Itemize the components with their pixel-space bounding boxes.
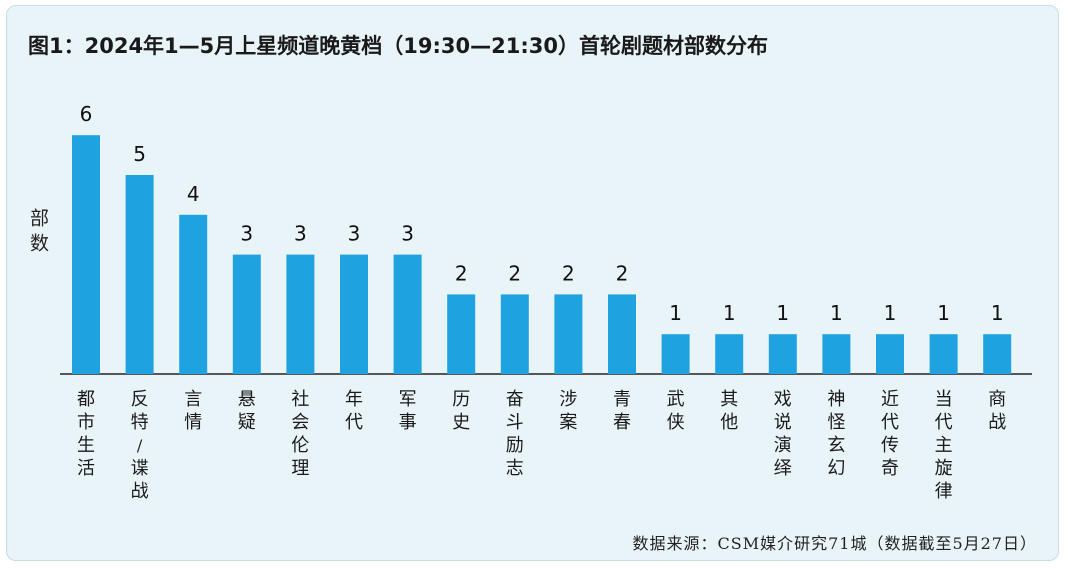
category-label-3-char-0: 悬 <box>238 389 256 410</box>
bar-6 <box>393 254 422 374</box>
category-label-11-char-1: 侠 <box>667 412 685 433</box>
value-label-3: 3 <box>240 222 253 246</box>
category-label-0-char-1: 市 <box>77 412 95 433</box>
category-label-16-char-2: 主 <box>935 435 953 456</box>
category-label-14-char-0: 神 <box>827 389 845 410</box>
bar-3 <box>232 254 261 374</box>
category-label-15-char-2: 传 <box>881 435 899 456</box>
bar-14 <box>822 334 851 374</box>
category-label-14-char-2: 玄 <box>827 435 845 456</box>
category-label-13-char-1: 说 <box>774 412 792 433</box>
category-label-16-char-0: 当 <box>935 389 953 410</box>
value-label-12: 1 <box>723 301 736 325</box>
bar-1 <box>125 175 154 374</box>
category-label-4-char-1: 会 <box>291 412 309 433</box>
category-label-15-char-3: 奇 <box>881 458 899 479</box>
value-label-7: 2 <box>455 261 468 285</box>
category-label-2-char-1: 情 <box>184 412 202 433</box>
bar-9 <box>554 294 583 374</box>
category-label-16-char-3: 旋 <box>935 458 953 479</box>
value-label-11: 1 <box>669 301 682 325</box>
bar-17 <box>983 334 1012 374</box>
category-label-17-char-0: 商 <box>988 389 1006 410</box>
category-label-16-char-4: 律 <box>935 481 953 502</box>
category-label-13-char-2: 演 <box>774 435 792 456</box>
data-source-note: 数据来源：CSM媒介研究71城（数据截至5月27日） <box>632 534 1037 553</box>
value-label-14: 1 <box>830 301 843 325</box>
category-label-1-char-3: 谍 <box>131 458 149 479</box>
category-label-5-char-0: 年 <box>345 389 363 410</box>
category-label-0-char-3: 活 <box>77 458 95 479</box>
category-label-6-char-0: 军 <box>399 389 417 410</box>
category-label-15-char-1: 代 <box>881 412 899 433</box>
category-label-13-char-3: 绎 <box>774 458 792 479</box>
category-label-15-char-0: 近 <box>881 389 899 410</box>
value-label-1: 5 <box>133 142 146 166</box>
bar-15 <box>876 334 904 374</box>
bar-8 <box>500 294 529 374</box>
bar-13 <box>768 334 797 374</box>
bar-7 <box>447 294 476 374</box>
category-label-0-char-0: 都 <box>77 389 95 410</box>
value-label-8: 2 <box>508 261 521 285</box>
category-label-5-char-1: 代 <box>345 412 363 433</box>
value-label-4: 3 <box>294 222 307 246</box>
category-label-0-char-2: 生 <box>77 435 95 456</box>
category-label-2-char-0: 言 <box>184 389 202 410</box>
category-label-1-char-0: 反 <box>131 389 149 410</box>
category-label-11-char-0: 武 <box>667 389 685 410</box>
bar-16 <box>929 334 958 374</box>
value-label-13: 1 <box>776 301 789 325</box>
category-label-1-char-1: 特 <box>131 412 149 433</box>
category-label-8-char-2: 励 <box>506 435 524 456</box>
bar-11 <box>661 334 690 374</box>
category-label-10-char-1: 春 <box>613 412 631 433</box>
category-label-4-char-2: 伦 <box>291 435 309 456</box>
category-label-8-char-1: 斗 <box>506 412 524 433</box>
category-label-7-char-1: 史 <box>452 412 470 433</box>
category-label-6-char-1: 事 <box>399 412 417 433</box>
chart-title: 图1：2024年1—5月上星频道晚黄档（19:30—21:30）首轮剧题材部数分… <box>28 34 768 58</box>
category-label-4-char-3: 理 <box>291 458 309 479</box>
category-label-12-char-0: 其 <box>720 389 738 410</box>
category-label-9-char-1: 案 <box>559 412 577 433</box>
category-label-8-char-0: 奋 <box>506 389 524 410</box>
value-label-10: 2 <box>616 261 629 285</box>
category-label-14-char-1: 怪 <box>827 412 845 433</box>
bar-2 <box>179 214 208 374</box>
category-label-1-char-4: 战 <box>131 481 149 502</box>
value-label-5: 3 <box>348 222 361 246</box>
category-label-13-char-0: 戏 <box>774 389 792 410</box>
category-label-4-char-0: 社 <box>291 389 309 410</box>
category-label-14-char-3: 幻 <box>827 458 845 479</box>
value-label-17: 1 <box>991 301 1004 325</box>
value-label-2: 4 <box>187 182 200 206</box>
y-axis-label: 部数 <box>27 208 49 258</box>
value-label-6: 3 <box>401 222 414 246</box>
category-label-10-char-0: 青 <box>613 389 631 410</box>
category-label-9-char-0: 涉 <box>559 389 577 410</box>
category-label-3-char-1: 疑 <box>238 412 256 433</box>
bar-0 <box>72 135 100 374</box>
category-label-17-char-1: 战 <box>988 412 1006 433</box>
bar-10 <box>608 294 636 374</box>
bar-12 <box>715 334 744 374</box>
category-label-8-char-3: 志 <box>506 458 524 479</box>
value-label-16: 1 <box>937 301 950 325</box>
value-label-15: 1 <box>884 301 897 325</box>
category-label-16-char-1: 代 <box>935 412 953 433</box>
category-label-7-char-0: 历 <box>452 389 470 410</box>
bar-5 <box>340 254 368 374</box>
category-label-1-char-2: / <box>137 436 143 455</box>
bar-4 <box>286 254 315 374</box>
value-label-0: 6 <box>80 102 93 126</box>
category-label-12-char-1: 他 <box>720 412 738 433</box>
value-label-9: 2 <box>562 261 575 285</box>
